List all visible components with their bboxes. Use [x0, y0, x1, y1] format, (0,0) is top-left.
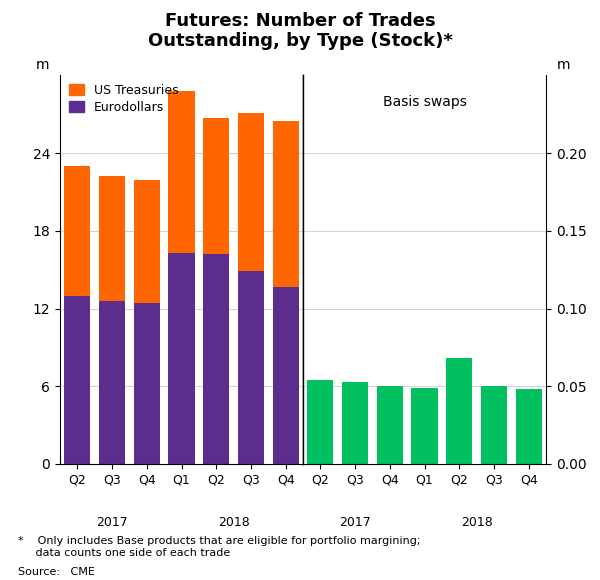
Bar: [481, 386, 507, 464]
Bar: [446, 358, 472, 464]
Bar: [272, 287, 299, 464]
Text: 2017: 2017: [96, 516, 128, 529]
Bar: [377, 386, 403, 464]
Bar: [99, 176, 125, 301]
Bar: [342, 382, 368, 464]
Bar: [64, 296, 91, 464]
Bar: [134, 303, 160, 464]
Bar: [99, 301, 125, 464]
Legend: US Treasuries, Eurodollars: US Treasuries, Eurodollars: [66, 82, 181, 117]
Bar: [203, 118, 229, 254]
Text: Futures: Number of Trades
Outstanding, by Type (Stock)*: Futures: Number of Trades Outstanding, b…: [148, 12, 452, 50]
Bar: [64, 166, 91, 296]
Text: Basis swaps: Basis swaps: [383, 95, 466, 109]
Text: m: m: [36, 57, 49, 71]
Bar: [169, 253, 194, 464]
Text: 2018: 2018: [218, 516, 250, 529]
Bar: [515, 389, 542, 464]
Text: m: m: [557, 57, 570, 71]
Text: 2017: 2017: [339, 516, 371, 529]
Bar: [203, 254, 229, 464]
Text: Source:   CME: Source: CME: [18, 567, 95, 577]
Bar: [238, 113, 264, 271]
Text: 2018: 2018: [461, 516, 493, 529]
Bar: [169, 91, 194, 253]
Bar: [134, 180, 160, 303]
Text: *    Only includes Base products that are eligible for portfolio margining;
    : * Only includes Base products that are e…: [18, 536, 421, 558]
Bar: [307, 380, 334, 464]
Bar: [272, 121, 299, 287]
Bar: [412, 388, 437, 464]
Bar: [238, 271, 264, 464]
